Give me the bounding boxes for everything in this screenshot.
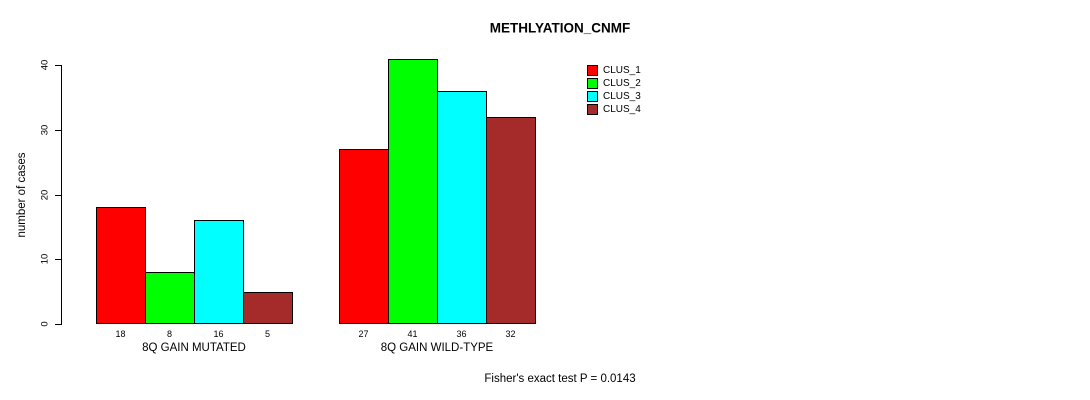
x-group-label: 8Q GAIN MUTATED: [142, 342, 246, 354]
chart-title: METHLYATION_CNMF: [489, 20, 631, 36]
y-tick-label: 0: [39, 321, 51, 327]
y-axis-label: number of cases: [16, 152, 28, 238]
y-tick-label: 30: [39, 124, 51, 136]
legend-row: CLUS_4: [587, 103, 641, 116]
legend-label: CLUS_1: [603, 65, 641, 76]
legend-row: CLUS_3: [587, 90, 641, 103]
y-tick: [55, 194, 61, 196]
x-group-label: 8Q GAIN WILD-TYPE: [380, 342, 494, 354]
y-tick: [55, 129, 61, 131]
legend: CLUS_1 CLUS_2 CLUS_3 CLUS_4: [587, 64, 641, 116]
bar-clus_2-group2: [388, 58, 438, 324]
bar-clus_2-group1: [145, 272, 195, 324]
legend-swatch-icon: [587, 104, 598, 115]
bar-clus_1-group2: [339, 149, 389, 324]
legend-row: CLUS_2: [587, 77, 641, 90]
legend-row: CLUS_1: [587, 64, 641, 77]
legend-swatch-icon: [587, 65, 598, 76]
bar-value-label: 36: [456, 329, 467, 339]
bar-value-label: 8: [166, 329, 172, 339]
bar-value-label: 41: [407, 329, 418, 339]
y-tick: [55, 65, 61, 66]
bar-clus_4-group1: [243, 291, 293, 324]
bar-clus_3-group2: [437, 90, 487, 324]
legend-swatch-icon: [587, 91, 598, 102]
bar-value-label: 5: [264, 329, 270, 339]
legend-label: CLUS_2: [603, 78, 641, 89]
y-tick-label: 40: [39, 59, 51, 71]
bar-clus_4-group2: [486, 116, 536, 324]
bar-value-label: 18: [115, 329, 126, 339]
bar-clus_3-group1: [194, 220, 244, 324]
annotation-text: Fisher's exact test P = 0.0143: [484, 373, 636, 385]
bar-clus_1-group1: [96, 207, 146, 324]
bar-value-label: 32: [505, 329, 516, 339]
bar-value-label: 27: [358, 329, 369, 339]
bar-value-label: 16: [213, 329, 224, 339]
legend-swatch-icon: [587, 78, 598, 89]
legend-label: CLUS_4: [603, 104, 641, 115]
y-tick: [55, 324, 61, 325]
y-tick-label: 20: [39, 189, 51, 200]
legend-label: CLUS_3: [603, 91, 641, 102]
y-tick: [55, 259, 61, 261]
y-tick-label: 10: [39, 254, 51, 265]
y-axis-line: [61, 65, 62, 325]
